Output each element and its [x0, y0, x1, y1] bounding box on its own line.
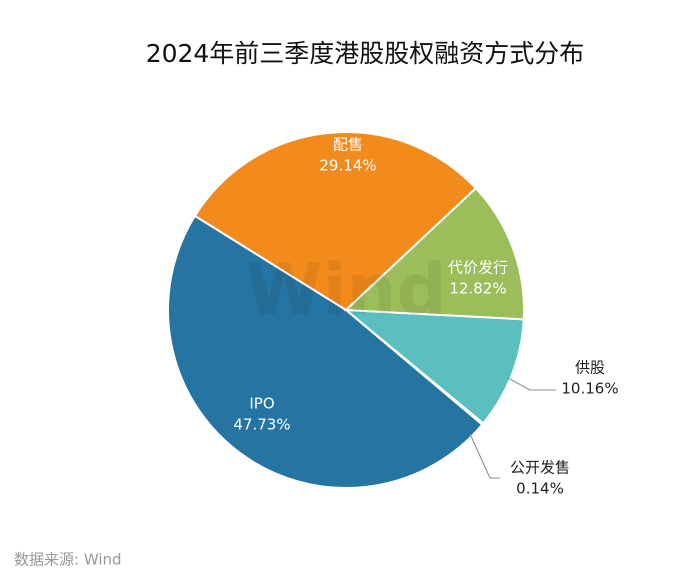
pie-slice: [343, 186, 525, 321]
source: 数据来源: Wind: [14, 551, 122, 569]
pie-slice: [193, 131, 478, 312]
slice-label: 代价发行: [448, 259, 508, 277]
leader-line: [507, 377, 556, 391]
pie-slice: [167, 214, 484, 489]
slice-label: 配售: [333, 136, 363, 154]
pie-slice: [343, 308, 525, 425]
slice-label: 供股: [575, 359, 605, 377]
leader-line: [469, 433, 500, 479]
slice-label: 公开发售: [510, 459, 570, 477]
slice-label: IPO: [249, 395, 274, 413]
slice-value-label: 10.16%: [561, 380, 618, 398]
slice-value-label: 47.73%: [233, 416, 290, 434]
slice-value-label: 0.14%: [516, 480, 564, 498]
slice-value-label: 12.82%: [449, 280, 506, 298]
chart-title: 2024年前三季度港股股权融资方式分布: [146, 39, 585, 68]
watermark: Wind: [245, 249, 446, 331]
slice-value-label: 29.14%: [319, 157, 376, 175]
